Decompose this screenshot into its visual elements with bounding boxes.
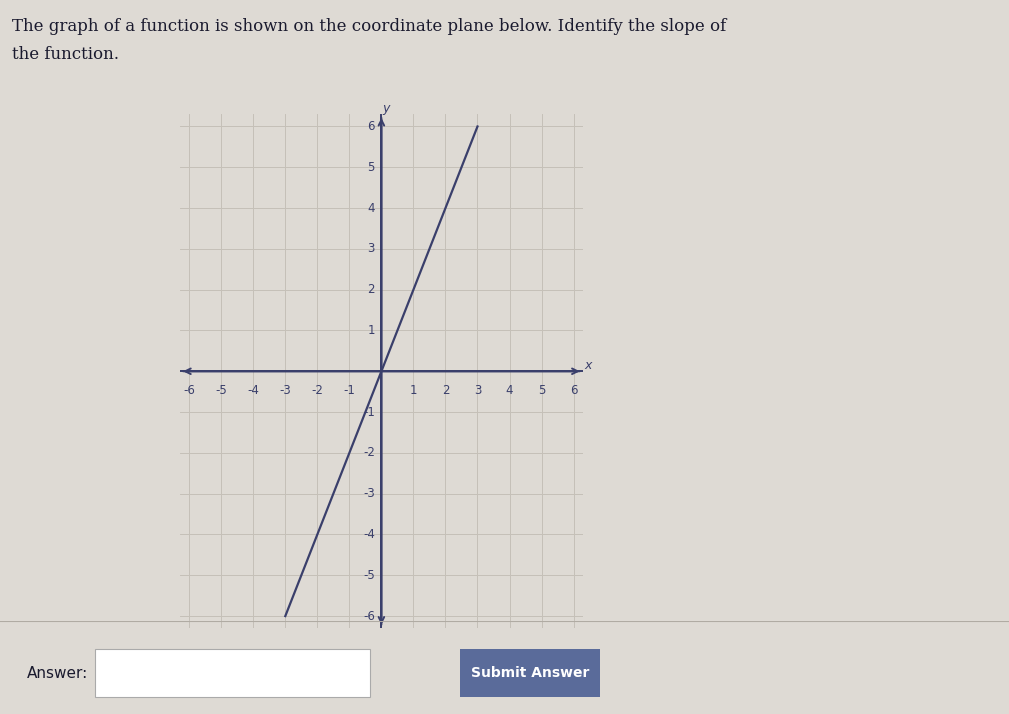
Text: -1: -1 [343,383,355,396]
Text: -5: -5 [363,569,375,582]
Text: 2: 2 [367,283,375,296]
Text: 6: 6 [570,383,577,396]
Text: -4: -4 [363,528,375,541]
Text: 5: 5 [367,161,375,174]
Text: 3: 3 [367,242,375,256]
Text: 6: 6 [367,120,375,133]
Text: 4: 4 [367,201,375,215]
Text: -6: -6 [184,383,195,396]
Text: -6: -6 [363,610,375,623]
Text: -1: -1 [363,406,375,418]
Text: -2: -2 [363,446,375,459]
Text: -3: -3 [363,487,375,501]
Text: -2: -2 [312,383,323,396]
Text: -5: -5 [215,383,227,396]
Text: Answer:: Answer: [27,665,88,680]
FancyBboxPatch shape [95,649,370,697]
Text: Submit Answer: Submit Answer [471,666,589,680]
Text: 1: 1 [367,324,375,337]
Text: The graph of a function is shown on the coordinate plane below. Identify the slo: The graph of a function is shown on the … [12,18,726,35]
Text: y: y [382,102,389,115]
Text: 3: 3 [474,383,481,396]
Text: 1: 1 [410,383,417,396]
Text: 2: 2 [442,383,449,396]
Text: the function.: the function. [12,46,119,64]
FancyBboxPatch shape [460,649,600,697]
Text: 5: 5 [538,383,545,396]
Text: x: x [584,358,591,372]
Text: -4: -4 [247,383,259,396]
Text: 4: 4 [506,383,514,396]
Text: -3: -3 [279,383,292,396]
